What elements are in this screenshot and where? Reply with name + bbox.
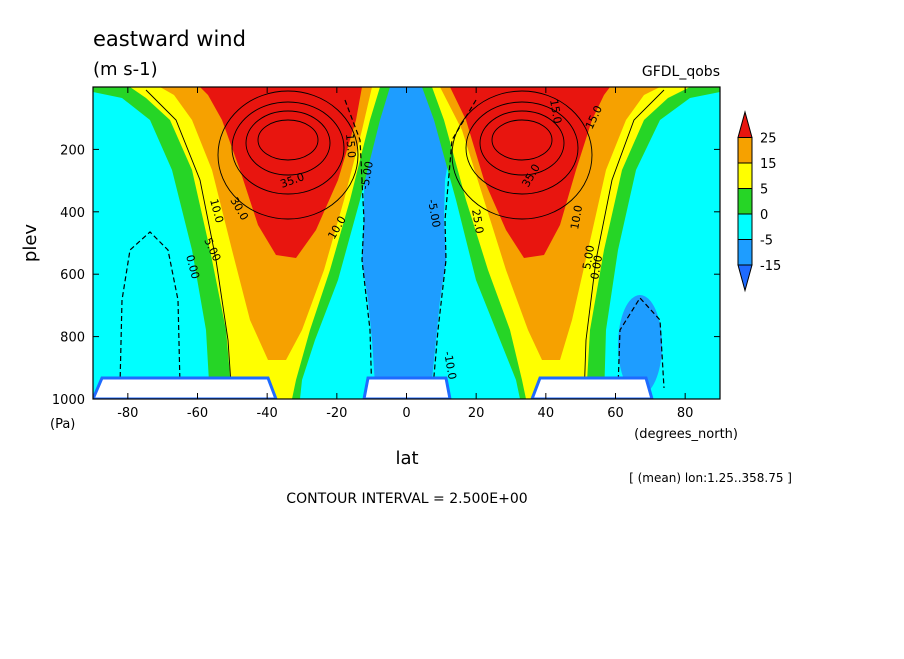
x-tick-label: 60 (607, 406, 624, 421)
x-axis-label: lat (395, 448, 418, 469)
contour-label: 0.00 (183, 253, 202, 280)
x-tick-label: 0 (402, 406, 410, 421)
colorbar-label: -5 (760, 234, 773, 249)
colorbar-swatch (737, 188, 753, 215)
y-axis: 200 400 600 800 1000 (52, 143, 720, 408)
contour-lines (145, 89, 665, 399)
topography-mask-equator (362, 376, 452, 399)
x-tick-label: 40 (538, 406, 555, 421)
colorbar-bottom-arrow (737, 264, 753, 293)
contour-label: 15.0 (343, 133, 358, 159)
chart-title: eastward wind (93, 27, 246, 51)
contour-label: -5.00 (425, 198, 443, 228)
contour-interval-label: CONTOUR INTERVAL = 2.500E+00 (286, 491, 527, 507)
contour-label: -5.00 (358, 160, 376, 190)
dashed-contour-lines (119, 99, 665, 399)
colorbar-top-arrow (737, 110, 753, 138)
colorbar-label: 15 (760, 157, 777, 172)
colorbar-legend: 25 15 5 0 -5 -15 (737, 110, 781, 293)
x-tick-label: -20 (326, 406, 347, 421)
contour-label: 15.0 (547, 98, 564, 124)
x-axis: -80 -60 -40 -20 0 20 40 60 80 (117, 87, 693, 421)
contour-label: 10.0 (568, 204, 585, 230)
y-units-label: (Pa) (50, 417, 75, 432)
x-units-label: (degrees_north) (634, 427, 738, 442)
colorbar-label: 5 (760, 183, 768, 198)
equatorial-easterly-band (342, 87, 478, 399)
y-tick-label: 200 (60, 143, 85, 158)
colorbar-label: 0 (760, 208, 768, 223)
colorbar-label: 25 (760, 132, 777, 147)
contour-label: 0.00 (588, 254, 605, 280)
chart-subtitle: (m s-1) (93, 59, 158, 80)
x-tick-label: -60 (187, 406, 208, 421)
colorbar-swatch (737, 162, 753, 189)
y-tick-label: 600 (60, 268, 85, 283)
y-axis-label: plev (20, 224, 41, 263)
averaging-note: [ (mean) lon:1.25..358.75 ] (629, 471, 792, 485)
colorbar-swatch (737, 239, 753, 266)
x-tick-label: 20 (468, 406, 485, 421)
y-tick-label: 800 (60, 331, 85, 346)
colorbar-swatch (737, 137, 753, 164)
y-tick-label: 400 (60, 206, 85, 221)
contour-label: -10.0 (441, 350, 459, 380)
topography-mask-north (530, 376, 654, 399)
contour-label: 25.0 (469, 208, 486, 234)
colorbar-label: -15 (760, 259, 781, 274)
x-tick-label: -80 (117, 406, 138, 421)
southern-jet-red (200, 87, 362, 258)
contour-label: 10.0 (207, 197, 226, 224)
dataset-label: GFDL_qobs (642, 64, 720, 80)
x-tick-label: -40 (257, 406, 278, 421)
y-tick-label: 1000 (52, 393, 85, 408)
topography-mask-south (93, 376, 278, 399)
northern-easterly-blob (618, 295, 662, 395)
colorbar-swatch (737, 213, 753, 240)
northern-jet-red (450, 87, 610, 258)
contour-label: 5.00 (580, 244, 597, 270)
x-tick-label: 80 (677, 406, 694, 421)
contour-plot-area: 35.0 35.0 30.0 25.0 15.0 15.0 15.0 10.0 … (93, 87, 720, 399)
